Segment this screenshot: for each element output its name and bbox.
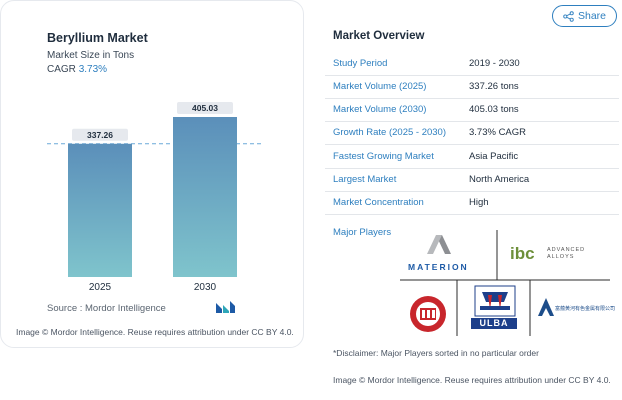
ibc-logo-subtext: ADVANCED ALLOYS bbox=[547, 247, 586, 260]
fuyun-logo-icon bbox=[538, 298, 554, 316]
overview-label[interactable]: Market Concentration bbox=[333, 197, 424, 208]
source-note: Source : Mordor Intelligence bbox=[47, 303, 166, 314]
overview-row-volume-2025: Market Volume (2025) 337.26 tons bbox=[325, 76, 619, 99]
bar-value-label: 405.03 bbox=[192, 103, 218, 113]
fuyun-logo-text: 富蕴黄河有色金属有限公司 bbox=[555, 306, 616, 312]
bar-value-pill bbox=[177, 102, 233, 114]
overview-value: 405.03 tons bbox=[469, 104, 519, 115]
image-credit-overview: Image © Mordor Intelligence. Reuse requi… bbox=[333, 375, 611, 385]
overview-value: 2019 - 2030 bbox=[469, 58, 520, 69]
overview-value: North America bbox=[469, 174, 530, 185]
overview-row-study-period: Study Period 2019 - 2030 bbox=[325, 53, 619, 76]
overview-value: 337.26 tons bbox=[469, 81, 519, 92]
mordor-logo-icon bbox=[216, 301, 235, 313]
chart-card bbox=[0, 0, 304, 348]
chart-subtitle: Market Size in Tons bbox=[47, 50, 135, 61]
red-emblem-icon bbox=[410, 296, 446, 332]
overview-value: 3.73% CAGR bbox=[469, 127, 527, 138]
overview-row-largest-market: Largest Market North America bbox=[325, 169, 619, 192]
bar-chart: 337.26 2025 405.03 2030 bbox=[47, 102, 262, 293]
overview-label[interactable]: Market Volume (2025) bbox=[333, 81, 427, 92]
overview-value: Asia Pacific bbox=[469, 151, 519, 162]
x-tick-label: 2030 bbox=[194, 282, 217, 293]
chart-title: Beryllium Market bbox=[47, 31, 148, 45]
share-label: Share bbox=[577, 10, 607, 22]
share-button[interactable]: Share bbox=[552, 5, 617, 27]
bar-2025 bbox=[68, 143, 132, 277]
overview-row-volume-2030: Market Volume (2030) 405.03 tons bbox=[325, 99, 619, 122]
overview-label[interactable]: Study Period bbox=[333, 58, 388, 69]
overview-label[interactable]: Growth Rate (2025 - 2030) bbox=[333, 127, 447, 138]
players-disclaimer: *Disclaimer: Major Players sorted in no … bbox=[333, 348, 539, 358]
overview-label[interactable]: Largest Market bbox=[333, 174, 397, 185]
cagr-value: 3.73% bbox=[78, 64, 108, 75]
major-players-logos: MATERION ibc ADVANCED ALLOYS ULBA 富蕴黄河有色… bbox=[400, 230, 615, 338]
players-grid bbox=[400, 230, 610, 336]
ulba-logo-icon bbox=[474, 285, 516, 317]
x-tick-label: 2025 bbox=[89, 282, 112, 293]
overview-label[interactable]: Market Volume (2030) bbox=[333, 104, 427, 115]
ulba-logo-text: ULBA bbox=[471, 318, 517, 329]
cagr-label: CAGR bbox=[47, 64, 76, 75]
market-overview-title: Market Overview bbox=[333, 30, 425, 42]
ibc-logo-text: ibc bbox=[510, 244, 535, 263]
image-credit: Image © Mordor Intelligence. Reuse requi… bbox=[16, 327, 294, 337]
materion-logo-icon bbox=[427, 235, 451, 254]
bar-2030 bbox=[173, 117, 237, 277]
share-icon bbox=[563, 10, 574, 22]
overview-row-fastest-growing: Fastest Growing Market Asia Pacific bbox=[325, 146, 619, 169]
bar-value-pill bbox=[72, 128, 128, 141]
materion-logo-text: MATERION bbox=[408, 262, 469, 272]
overview-label[interactable]: Fastest Growing Market bbox=[333, 151, 434, 162]
major-players-label[interactable]: Major Players bbox=[333, 227, 392, 238]
chart-cagr: CAGR 3.73% bbox=[47, 64, 107, 75]
overview-row-concentration: Market Concentration High bbox=[325, 192, 619, 215]
overview-value: High bbox=[469, 197, 489, 208]
bar-value-label: 337.26 bbox=[87, 130, 113, 140]
overview-row-growth-rate: Growth Rate (2025 - 2030) 3.73% CAGR bbox=[325, 122, 619, 145]
